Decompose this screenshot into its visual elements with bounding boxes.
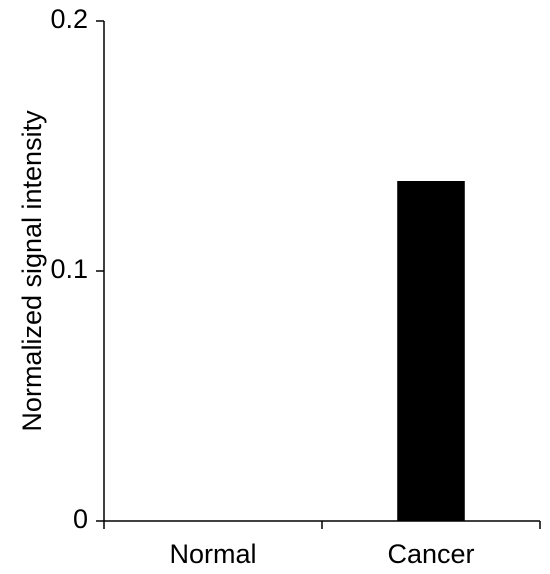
- y-tick-label: 0: [73, 504, 88, 534]
- y-axis-title: Normalized signal intensity: [17, 110, 47, 432]
- x-axis: Normal Cancer: [103, 520, 541, 569]
- bars: [397, 181, 465, 521]
- x-tick-label-normal: Normal: [169, 539, 256, 569]
- y-tick-label: 0.1: [50, 254, 88, 284]
- x-tick-label-cancer: Cancer: [387, 539, 474, 569]
- bar-cancer: [397, 181, 465, 521]
- y-axis: 0 0.1 0.2: [50, 4, 105, 534]
- y-tick-label: 0.2: [50, 4, 88, 34]
